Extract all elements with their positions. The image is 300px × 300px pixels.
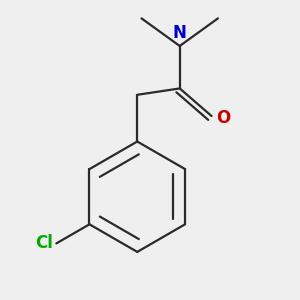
Text: Cl: Cl bbox=[35, 234, 53, 252]
Text: O: O bbox=[216, 109, 230, 127]
Text: N: N bbox=[173, 24, 187, 42]
